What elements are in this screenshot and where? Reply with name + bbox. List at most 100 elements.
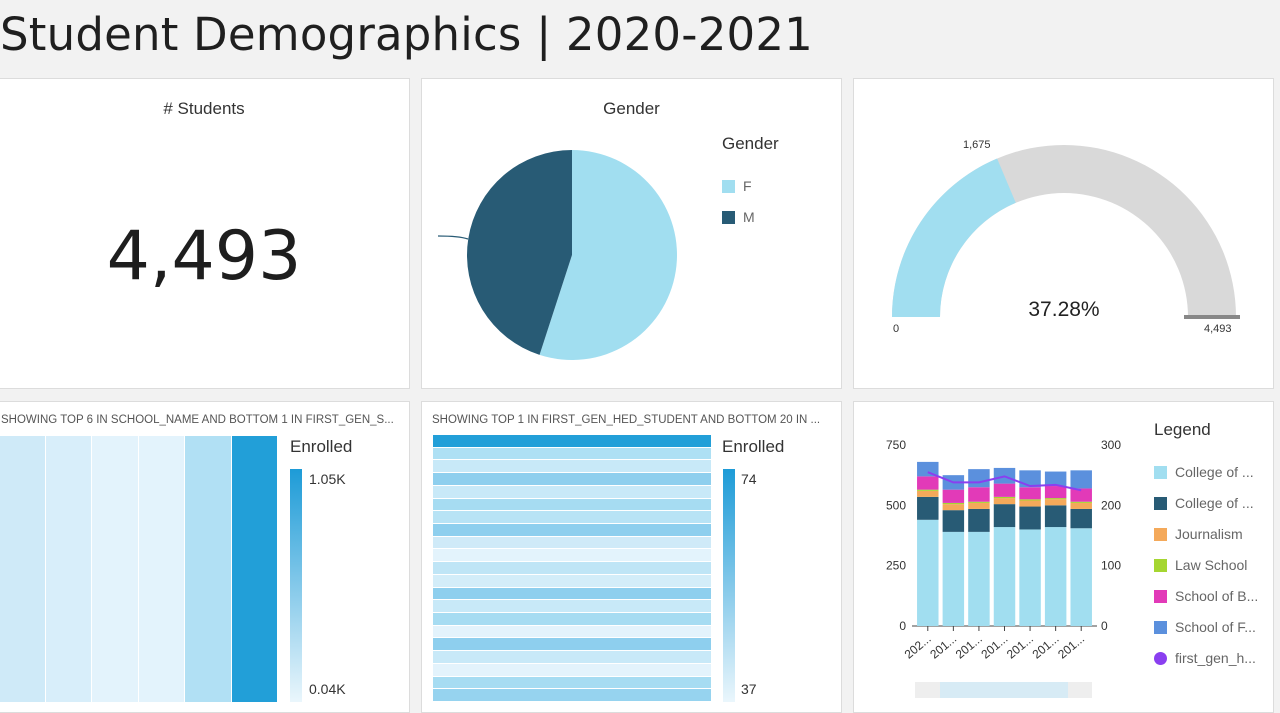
bar-segment[interactable] — [1044, 527, 1067, 626]
heatmap-cell[interactable] — [433, 676, 711, 689]
heatmap-cell[interactable] — [433, 625, 711, 638]
bar-segment[interactable] — [993, 498, 1016, 505]
heatmap-cell[interactable] — [433, 549, 711, 562]
bar-segment[interactable] — [968, 487, 990, 502]
legend-label: School of F... — [1175, 619, 1256, 635]
first-gen-heatmap-legend-title: Enrolled — [722, 437, 785, 456]
bar-segment[interactable] — [917, 476, 939, 490]
bar-segment[interactable] — [1070, 470, 1092, 489]
gender-legend-item-f[interactable]: F — [722, 178, 752, 194]
heatmap-cell[interactable] — [433, 562, 711, 574]
first-gen-heatmap-card[interactable]: SHOWING TOP 1 IN FIRST_GEN_HED_STUDENT A… — [421, 401, 842, 713]
heatmap-cell[interactable] — [433, 435, 711, 447]
first-gen-heatmap-caption: SHOWING TOP 1 IN FIRST_GEN_HED_STUDENT A… — [432, 414, 821, 426]
gender-pie-chart[interactable] — [422, 79, 842, 389]
heatmap-cell[interactable] — [0, 436, 45, 702]
bar-segment[interactable] — [968, 469, 990, 488]
heatmap-cell[interactable] — [231, 436, 277, 702]
bar-segment[interactable] — [1070, 488, 1092, 502]
left-axis-tick: 500 — [886, 498, 906, 512]
combo-legend-item[interactable]: first_gen_h... — [1154, 650, 1256, 666]
heatmap-cell[interactable] — [433, 524, 711, 536]
heatmap-cell[interactable] — [433, 587, 711, 600]
x-axis-tick-label: 201... — [978, 632, 1010, 662]
bar-segment[interactable] — [1044, 486, 1067, 499]
bar-segment[interactable] — [993, 496, 1016, 499]
bar-segment[interactable] — [1070, 508, 1092, 529]
bar-segment[interactable] — [1070, 502, 1092, 509]
enrollment-combo-chart-card[interactable]: 750 500 250 0 300 200 100 0 202... 201... 201... 20… — [853, 401, 1274, 713]
school-heatmap-grid[interactable] — [0, 436, 278, 702]
heatmap-cell[interactable] — [433, 689, 711, 701]
heatmap-cell[interactable] — [433, 574, 711, 587]
bar-segment[interactable] — [917, 461, 939, 477]
bar-segment[interactable] — [1070, 528, 1092, 626]
bar-segment[interactable] — [1044, 498, 1067, 500]
bar-segment[interactable] — [1019, 487, 1041, 500]
combo-legend-item[interactable]: Journalism — [1154, 526, 1243, 542]
bar-segment[interactable] — [1019, 529, 1041, 626]
heatmap-cell[interactable] — [92, 436, 138, 702]
bar-segment[interactable] — [942, 489, 965, 503]
bar-segment[interactable] — [968, 501, 990, 503]
gauge-fill — [892, 158, 1016, 317]
students-kpi-card[interactable]: # Students 4,493 — [0, 78, 410, 389]
bar-segment[interactable] — [1019, 499, 1041, 501]
bar-segment[interactable] — [917, 490, 939, 497]
heatmap-cell[interactable] — [433, 447, 711, 460]
bar-segment[interactable] — [942, 504, 965, 511]
combo-scrollbar-thumb[interactable] — [940, 682, 1068, 698]
heatmap-cell[interactable] — [433, 600, 711, 612]
combo-legend-item[interactable]: College of ... — [1154, 464, 1254, 480]
heatmap-cell[interactable] — [433, 498, 711, 511]
heatmap-cell[interactable] — [45, 436, 91, 702]
enrollment-combo-chart[interactable]: 75050025003002001000202...201...201...20… — [854, 402, 1154, 713]
bar-segment[interactable] — [993, 527, 1016, 626]
gender-pie-card[interactable]: Gender Gender F M — [421, 78, 842, 389]
pie-slice-f[interactable] — [539, 150, 677, 361]
bar-segment[interactable] — [942, 531, 965, 626]
bar-segment[interactable] — [968, 508, 990, 532]
legend-swatch — [1154, 496, 1167, 510]
bar-segment[interactable] — [993, 483, 1016, 497]
bar-segment[interactable] — [968, 531, 990, 626]
combo-legend-item[interactable]: School of B... — [1154, 588, 1258, 604]
heatmap-cell[interactable] — [433, 485, 711, 498]
heatmap-cell[interactable] — [433, 651, 711, 663]
heatmap-cell[interactable] — [433, 536, 711, 549]
pie-slice-m[interactable] — [466, 150, 572, 355]
bar-segment[interactable] — [1044, 471, 1067, 487]
heatmap-cell[interactable] — [433, 638, 711, 651]
bar-segment[interactable] — [1044, 499, 1067, 506]
first-gen-gauge-card[interactable]: 1,675 0 4,493 37.28% — [853, 78, 1274, 389]
students-count-value: 4,493 — [106, 217, 302, 296]
first-gen-heatmap-grid[interactable] — [433, 435, 711, 702]
bar-segment[interactable] — [1019, 506, 1041, 530]
bar-segment[interactable] — [917, 519, 939, 626]
heatmap-cell[interactable] — [433, 663, 711, 676]
heatmap-cell[interactable] — [433, 473, 711, 485]
combo-legend-item[interactable]: Law School — [1154, 557, 1247, 573]
bar-segment[interactable] — [942, 502, 965, 505]
school-heatmap-card[interactable]: SHOWING TOP 6 IN SCHOOL_NAME AND BOTTOM … — [0, 401, 410, 713]
legend-swatch — [1154, 527, 1167, 541]
combo-legend-item[interactable]: School of F... — [1154, 619, 1256, 635]
bar-segment[interactable] — [968, 502, 990, 509]
bar-segment[interactable] — [917, 496, 939, 520]
heatmap-cell[interactable] — [138, 436, 184, 702]
x-axis-tick-label: 201... — [927, 632, 959, 662]
heatmap-cell[interactable] — [433, 460, 711, 473]
bar-segment[interactable] — [1070, 501, 1092, 503]
bar-segment[interactable] — [1044, 505, 1067, 528]
bar-segment[interactable] — [993, 504, 1016, 528]
first-gen-line[interactable] — [927, 471, 1082, 492]
heatmap-cell[interactable] — [433, 613, 711, 625]
bar-segment[interactable] — [1019, 500, 1041, 507]
heatmap-cell[interactable] — [433, 511, 711, 523]
gauge-chart[interactable] — [854, 79, 1274, 389]
bar-segment[interactable] — [917, 489, 939, 491]
bar-segment[interactable] — [942, 510, 965, 532]
heatmap-cell[interactable] — [185, 436, 231, 702]
gender-legend-item-m[interactable]: M — [722, 209, 755, 225]
combo-legend-item[interactable]: College of ... — [1154, 495, 1254, 511]
